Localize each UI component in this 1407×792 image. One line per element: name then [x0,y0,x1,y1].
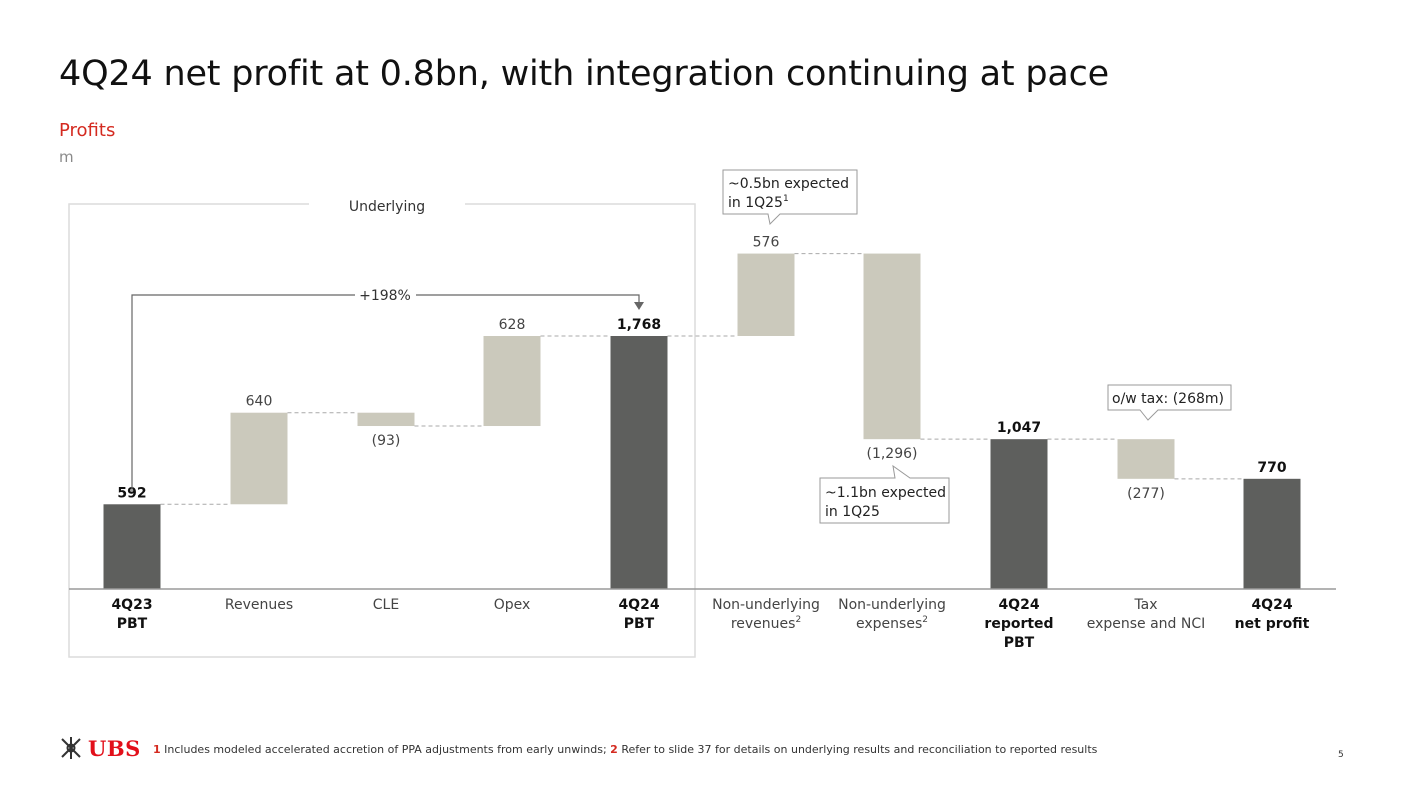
category-label: CLE [373,597,399,613]
callout-text: in 1Q25 [825,504,880,520]
category-label: Non-underlying expenses2 [838,597,946,632]
data-label: 1,047 [997,420,1041,436]
bar [1117,439,1175,479]
category-label: 4Q23 PBT [111,597,152,632]
data-label: (277) [1127,486,1165,502]
category-label: 4Q24 reported PBT [984,597,1053,651]
underlying-group-frame [68,203,696,658]
data-label: 628 [499,317,526,333]
bar [990,439,1048,589]
bar [863,253,921,440]
callout-text: o/w tax: (268m) [1112,391,1224,407]
footnotes: 1 Includes modeled accelerated accretion… [153,743,1097,756]
growth-label: +198% [359,288,411,304]
data-label: (93) [372,433,401,449]
category-label: Opex [494,597,531,613]
bar [1243,478,1301,589]
bar [483,335,541,427]
ubs-logo-text: UBS [88,735,141,761]
bar [230,412,288,505]
page-number: 5 [1338,750,1344,760]
footnote-2-number: 2 [610,743,618,756]
footnote-1-text: Includes modeled accelerated accretion o… [160,743,611,756]
data-label: 1,768 [617,317,661,333]
data-label: (1,296) [866,446,917,462]
callout-box [819,464,950,524]
page-title: 4Q24 net profit at 0.8bn, with integrati… [59,54,1110,94]
chart-subtitle: Profits [59,120,116,141]
callout-text: ~1.1bn expected [825,485,946,501]
callout-box [722,169,858,226]
bar [737,253,795,336]
growth-arrow-line [131,294,640,492]
category-label: Revenues [225,597,293,613]
chart-unit: m [59,148,74,166]
callout-text: ~0.5bn expected [728,176,849,192]
callout-box [1107,384,1232,421]
data-label: 592 [117,485,146,501]
data-label: 576 [753,235,780,251]
category-label: 4Q24 net profit [1235,597,1310,632]
bar [610,335,668,589]
callout-text: in 1Q251 [728,194,789,211]
bar [357,412,415,427]
category-label: 4Q24 PBT [618,597,659,632]
bar [103,504,161,589]
keys-icon [61,737,81,759]
category-label: Non-underlying revenues2 [712,597,820,632]
data-label: 770 [1257,460,1286,476]
category-label: Tax expense and NCI [1087,597,1206,632]
growth-arrow-head [634,302,644,310]
ubs-logo: UBS [58,735,141,761]
underlying-group-label: Underlying [349,199,425,215]
waterfall-chart: Underlying 592 4Q23 PBT 640 Revenues (93) CLE 62… [68,169,1336,658]
footnote-2-text: Refer to slide 37 for details on underly… [617,743,1098,756]
data-label: 640 [246,394,273,410]
footnote-1-number: 1 [153,743,161,756]
